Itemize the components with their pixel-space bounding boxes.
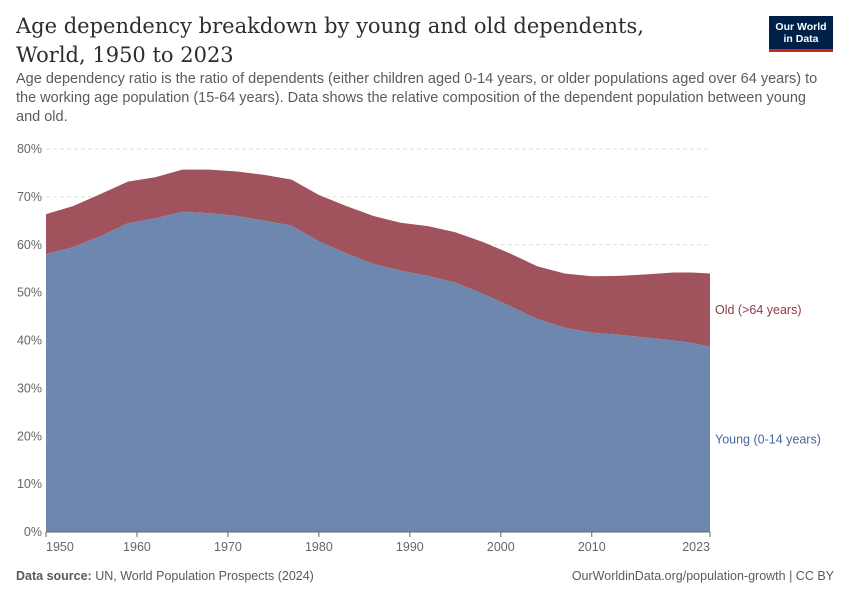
y-tick-label-0: 0%	[24, 525, 42, 539]
x-tick-label-1970: 1970	[214, 540, 242, 554]
y-tick-label-80: 80%	[17, 142, 42, 156]
logo-line-2: in Data	[783, 32, 819, 45]
y-tick-label-30: 30%	[17, 381, 42, 395]
x-tick-label-1960: 1960	[123, 540, 151, 554]
chart-title: Age dependency breakdown by young and ol…	[16, 14, 644, 67]
x-tick-label-2010: 2010	[578, 540, 606, 554]
area-old	[46, 169, 710, 347]
x-tick-label-1950: 1950	[46, 540, 74, 554]
logo-line-1: Our World	[775, 20, 827, 33]
data-source-text[interactable]: UN, World Population Prospects (2024)	[95, 569, 314, 583]
data-source: Data source: UN, World Population Prospe…	[16, 569, 314, 583]
series-label-old: Old (>64 years)	[715, 303, 802, 317]
x-tick-label-2023: 2023	[682, 540, 710, 554]
data-source-label: Data source:	[16, 569, 92, 583]
y-tick-label-40: 40%	[17, 334, 42, 348]
area-young	[46, 211, 710, 532]
x-tick-label-1990: 1990	[396, 540, 424, 554]
series-label-young: Young (0-14 years)	[715, 432, 821, 446]
credit-link[interactable]: OurWorldinData.org/population-growth | C…	[571, 569, 834, 583]
y-tick-label-20: 20%	[17, 429, 42, 443]
x-tick-label-1980: 1980	[305, 540, 333, 554]
owid-logo[interactable]: Our World in Data	[769, 16, 833, 52]
chart-subtitle: Age dependency ratio is the ratio of dep…	[16, 71, 818, 125]
x-tick-label-2000: 2000	[487, 540, 515, 554]
y-tick-label-60: 60%	[17, 238, 42, 252]
y-tick-label-50: 50%	[17, 286, 42, 300]
y-tick-label-70: 70%	[17, 190, 42, 204]
y-tick-label-10: 10%	[17, 477, 42, 491]
